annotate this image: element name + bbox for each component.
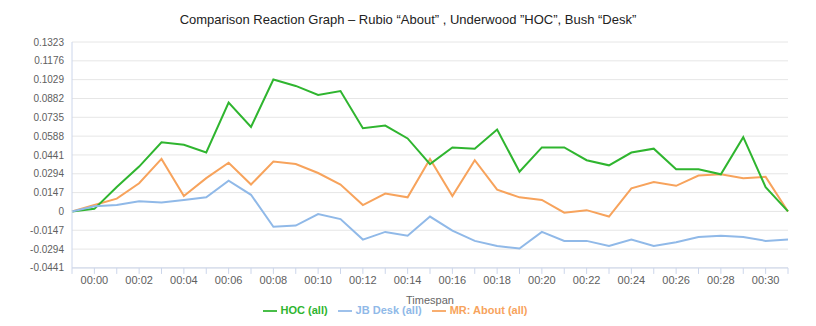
- svg-text:00:02: 00:02: [125, 274, 153, 286]
- svg-text:00:04: 00:04: [170, 274, 198, 286]
- svg-text:-0.0147: -0.0147: [30, 225, 64, 236]
- svg-text:0.1029: 0.1029: [33, 74, 64, 85]
- svg-text:00:06: 00:06: [215, 274, 243, 286]
- svg-text:00:26: 00:26: [662, 274, 690, 286]
- svg-text:00:10: 00:10: [304, 274, 332, 286]
- svg-text:00:18: 00:18: [483, 274, 511, 286]
- html-text:JB Desk (all): JB Desk (all): [355, 303, 422, 316]
- svg-text:0: 0: [58, 206, 64, 217]
- svg-text:0.0147: 0.0147: [33, 187, 64, 198]
- svg-text:Timespan: Timespan: [406, 294, 454, 306]
- svg-text:00:00: 00:00: [81, 274, 109, 286]
- svg-text:00:24: 00:24: [618, 274, 646, 286]
- svg-text:0.0735: 0.0735: [33, 112, 64, 123]
- html-text:MR: About (all): MR: About (all): [449, 303, 528, 316]
- svg-text:00:14: 00:14: [394, 274, 422, 286]
- svg-text:-0.0294: -0.0294: [30, 244, 64, 255]
- svg-text:0.0441: 0.0441: [33, 150, 64, 161]
- svg-text:0.1176: 0.1176: [34, 55, 64, 66]
- svg-text:00:16: 00:16: [439, 274, 467, 286]
- svg-text:00:20: 00:20: [528, 274, 556, 286]
- html-text:Comparison Reaction Graph – Ru: Comparison Reaction Graph – Rubio “About…: [179, 12, 637, 27]
- svg-text:0.0294: 0.0294: [33, 168, 64, 179]
- svg-text:00:22: 00:22: [573, 274, 601, 286]
- svg-text:0.0588: 0.0588: [33, 131, 64, 142]
- svg-text:00:08: 00:08: [260, 274, 288, 286]
- svg-text:00:28: 00:28: [707, 274, 735, 286]
- svg-text:0.0882: 0.0882: [33, 93, 64, 104]
- svg-text:-0.0441: -0.0441: [30, 262, 64, 273]
- svg-text:00:30: 00:30: [752, 274, 780, 286]
- html-text:HOC (all): HOC (all): [280, 303, 328, 316]
- svg-text:00:12: 00:12: [349, 274, 377, 286]
- svg-text:0.1323: 0.1323: [33, 37, 64, 48]
